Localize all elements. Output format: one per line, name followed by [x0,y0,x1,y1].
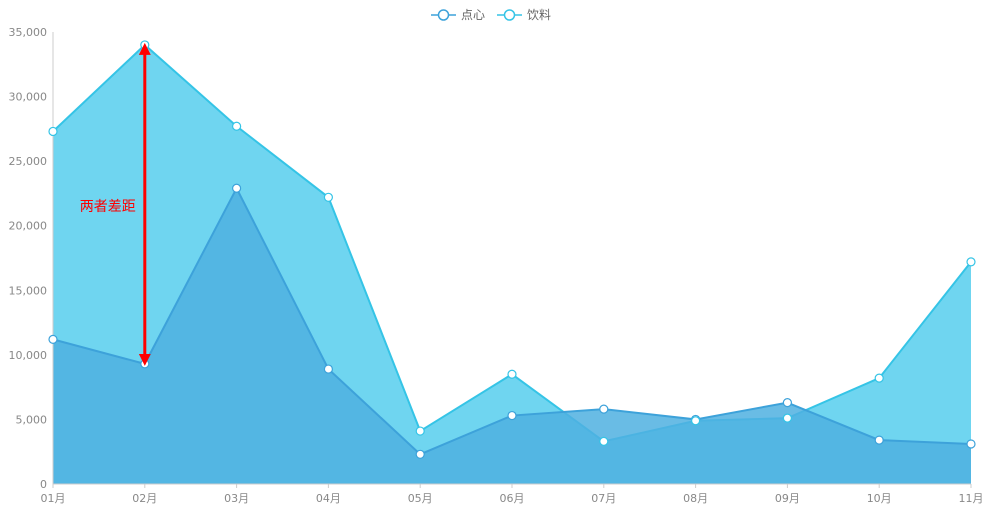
data-point-series-2 [966,257,976,267]
gap-annotation-label: 两者差距 [80,199,136,215]
y-tick-label: 35,000 [9,26,48,39]
gap-annotation: 两者差距 [80,42,151,366]
x-axis-ticks: 01月 02月 03月 04月 05月 06月 07月 08月 09月 10月 11月 [41,484,984,505]
x-tick-label: 07月 [591,492,616,505]
x-tick-label: 01月 [41,492,66,505]
data-point-series-2 [232,121,242,131]
y-tick-label: 0 [40,478,47,491]
x-tick-label: 09月 [775,492,800,505]
series-area-1 [53,188,971,484]
y-axis-ticks: 0 5,000 10,000 15,000 20,000 25,000 30,000 35,0… [9,26,48,491]
axes: 0 5,000 10,000 15,000 20,000 25,000 30,000 35,0… [9,26,984,505]
x-tick-label: 05月 [408,492,433,505]
data-point-series-1 [599,404,609,414]
data-point-series-2 [599,436,609,446]
data-point-series-1 [140,359,150,369]
y-tick-label: 20,000 [9,220,48,233]
data-point-series-1 [782,398,793,408]
legend-item-2[interactable]: 饮料 [497,8,551,22]
legend-item-1[interactable]: 点心 [431,8,485,22]
data-point-series-1 [874,435,884,445]
data-point-series-2 [415,426,425,436]
legend-marker-icon [437,9,450,21]
x-tick-label: 03月 [224,492,249,505]
data-point-series-2 [48,126,58,137]
y-tick-label: 10,000 [9,349,48,362]
data-point-series-1 [323,364,333,374]
data-point-series-1 [507,410,517,421]
data-point-series-2 [690,416,701,426]
x-tick-label: 10月 [867,492,892,505]
data-point-series-1 [232,183,242,193]
legend-label: 饮料 [527,8,551,22]
data-point-series-1 [966,439,976,449]
legend-label: 点心 [461,8,485,22]
y-tick-label: 5,000 [16,413,48,426]
data-point-series-2 [140,40,150,50]
x-tick-label: 06月 [500,492,525,505]
y-tick-label: 15,000 [9,284,48,297]
data-point-series-2 [782,413,793,423]
x-tick-label: 04月 [316,492,341,505]
data-point-series-2 [874,373,884,383]
legend-marker-icon [503,9,516,21]
x-tick-label: 02月 [132,492,157,505]
x-tick-label: 08月 [683,492,708,505]
data-point-series-2 [507,369,517,379]
data-point-series-2 [323,192,333,202]
data-point-series-1 [48,334,58,344]
legend[interactable]: 点心 饮料 [431,8,551,22]
x-tick-label: 11月 [959,492,984,505]
data-point-series-1 [415,449,425,459]
y-tick-label: 30,000 [9,91,48,104]
y-tick-label: 25,000 [9,155,48,168]
